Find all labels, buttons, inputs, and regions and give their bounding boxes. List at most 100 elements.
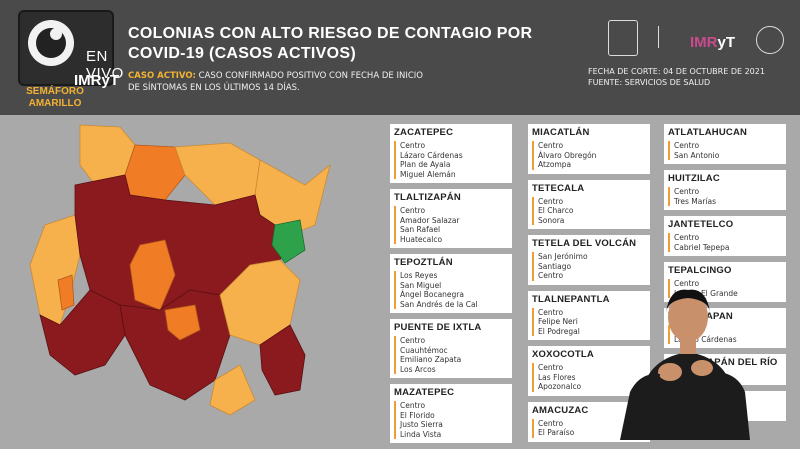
colonia-item: Centro xyxy=(538,271,564,280)
definition-text: CASO CONFIRMADO POSITIVO CON FECHA DE IN… xyxy=(128,71,423,93)
colonia-item: Ángel Bocanegra xyxy=(400,290,464,299)
colonia-item: Atzompa xyxy=(538,160,572,169)
municipality-card: MAZATEPEC Centro El Florido Justo Sierra… xyxy=(390,384,512,443)
municipality-card: ATLATLAHUCAN Centro San Antonio xyxy=(664,124,786,164)
colonia-item: Huatecalco xyxy=(400,234,443,244)
colonia-item: Centro xyxy=(674,233,700,242)
colonia-item: Centro xyxy=(538,141,564,150)
channel-badge: EN VIVO IMRyT xyxy=(18,10,123,89)
municipality-name: TETECALA xyxy=(532,182,585,194)
map-region-southeast-yellow xyxy=(219,259,301,346)
municipality-card: MIACATLÁN Centro Álvaro Obregón Atzompa xyxy=(528,124,650,174)
colonia-item: San Andrés de la Cal xyxy=(400,299,478,309)
municipality-name: JANTETELCO xyxy=(668,219,734,230)
sign-language-interpreter xyxy=(620,289,750,440)
cutoff-info: FECHA DE CORTE: 04 DE OCTUBRE DE 2021 FU… xyxy=(588,66,793,88)
logo-strip: IMRyT xyxy=(608,20,788,60)
municipality-card: TLALTIZAPÁN Centro Amador Salazar San Ra… xyxy=(390,189,512,248)
colonia-item: Felipe Neri xyxy=(538,317,578,326)
map-region-north-orange xyxy=(124,144,186,201)
map-region-west-yellow xyxy=(29,214,81,326)
municipality-name: PUENTE DE IXTLA xyxy=(394,322,482,333)
colonia-item: Cuauhtémoc xyxy=(400,345,448,355)
municipality-name: TEPOZTLÁN xyxy=(394,257,453,268)
municipality-card: TLALNEPANTLA Centro Felipe Neri El Podre… xyxy=(528,290,650,340)
map-region-northeast-yellow xyxy=(174,142,261,206)
map-region-south-red xyxy=(119,289,231,401)
colonia-item: Miguel Alemán xyxy=(400,169,456,179)
government-seal-icon xyxy=(608,20,638,56)
colonia-item: Lázaro Cárdenas xyxy=(674,334,737,344)
map-region-west-orange xyxy=(57,274,75,311)
municipality-name: TEPALCINGO xyxy=(668,265,732,276)
municipality-name: TLALNEPANTLA xyxy=(532,293,610,305)
municipality-card: ZACATEPEC Centro Lázaro Cárdenas Plan de… xyxy=(390,124,512,183)
municipality-card: XOXOCOTLA Centro Las Flores Apozonalco xyxy=(528,346,650,396)
colonia-item: Linda Vista xyxy=(400,429,442,439)
colonia-item: Lázaro Cárdenas xyxy=(400,150,463,160)
colonia-item: Centro xyxy=(674,141,700,150)
imryt-logo: IMRyT xyxy=(690,34,735,51)
colonia-item: Centro xyxy=(400,206,426,215)
colonia-item: Cabriel Tepepa xyxy=(674,242,730,252)
colonia-item: Centro xyxy=(538,307,564,317)
municipality-card: TETECALA Centro El Charco Sonora xyxy=(528,179,650,229)
government-logo-icon xyxy=(658,26,685,48)
colonia-item: Centro xyxy=(400,336,426,345)
colonia-item: Ixtlilco El Grande xyxy=(674,288,738,298)
municipality-card: TETELA DEL VOLCÁN San Jerónimo Santiago … xyxy=(528,235,650,285)
colonia-item: El Paraíso xyxy=(538,428,575,437)
channel-logo-icon xyxy=(28,20,74,66)
municipality-name: TLALTIZAPÁN DEL RÍO xyxy=(668,357,778,368)
colonia-item: Centro xyxy=(400,401,426,410)
page-title: COLONIAS CON ALTO RIESGO DE CONTAGIO POR… xyxy=(128,25,533,62)
state-map xyxy=(29,124,331,416)
municipality-name: TLALTIZAPÁN xyxy=(394,192,461,203)
municipality-name: MAZATEPEC xyxy=(394,387,455,398)
colonia-item: Apozonalco xyxy=(538,382,582,391)
colonia-item: Centro xyxy=(538,196,564,206)
colonia-item: Centro xyxy=(538,363,564,372)
colonia-item: Las Flores xyxy=(538,372,576,382)
colonia-item: El Podregal xyxy=(538,326,580,336)
municipality-name: XOXOCOTLA xyxy=(532,349,594,360)
municipality-name: ATLATLAHUCAN xyxy=(668,127,748,138)
emblem-icon xyxy=(756,26,784,54)
municipality-card: JANTETELCO Centro Cabriel Tepepa xyxy=(664,216,786,256)
colonia-item: Álvaro Obregón xyxy=(538,150,597,160)
data-source: FUENTE: SERVICIOS DE SALUD xyxy=(588,78,711,87)
municipality-card: PUENTE DE IXTLA Centro Cuauhtémoc Emilia… xyxy=(390,319,512,378)
header-bar: EN VIVO IMRyT SEMÁFORO AMARILLO COLONIAS… xyxy=(0,0,800,115)
municipality-name: ZACATEPEC xyxy=(394,127,454,138)
colonia-item: Plan de Ayala xyxy=(400,160,451,169)
municipality-name: HUITZILAC xyxy=(668,173,720,184)
municipality-card: HUITZILAC Centro Tres Marías xyxy=(664,170,786,210)
colonia-item: Los Arcos xyxy=(400,364,436,374)
colonia-item: San Miguel xyxy=(400,280,442,290)
colonia-item: Amador Salazar xyxy=(400,215,460,225)
colonia-item: Santiago xyxy=(538,261,572,271)
colonia-item: Centro xyxy=(674,279,700,288)
imryt-logo-right: yT xyxy=(717,34,736,51)
colonia-item: Sonora xyxy=(538,215,565,225)
channel-name: IMRyT xyxy=(74,72,119,89)
colonia-item: Centro xyxy=(538,418,564,428)
colonia-item: El Florido xyxy=(400,410,435,420)
definition-label: CASO ACTIVO: xyxy=(128,71,196,81)
municipality-name: MIACATLÁN xyxy=(532,127,590,138)
case-definition: CASO ACTIVO: CASO CONFIRMADO POSITIVO CO… xyxy=(128,70,428,94)
municipality-name: TETELA DEL VOLCÁN xyxy=(532,238,637,249)
colonia-item: Centro xyxy=(674,187,700,196)
municipality-column-2: MIACATLÁN Centro Álvaro Obregón Atzompa … xyxy=(528,124,650,448)
map-region-far-southeast-red xyxy=(259,324,306,396)
municipality-name: AMACUZAC xyxy=(532,404,589,416)
municipality-column-1: ZACATEPEC Centro Lázaro Cárdenas Plan de… xyxy=(390,124,512,449)
cutoff-date: FECHA DE CORTE: 04 DE OCTUBRE DE 2021 xyxy=(588,67,765,76)
live-label: EN VIVO xyxy=(86,48,124,82)
map-region-green xyxy=(271,219,306,264)
map-region-south-yellow xyxy=(209,364,256,416)
colonia-item: Justo Sierra xyxy=(400,420,443,429)
semaforo-status: SEMÁFORO AMARILLO xyxy=(26,86,84,109)
colonia-item: Los Reyes xyxy=(400,271,438,280)
municipality-card: TEPOZTLÁN Los Reyes San Miguel Ángel Boc… xyxy=(390,254,512,313)
